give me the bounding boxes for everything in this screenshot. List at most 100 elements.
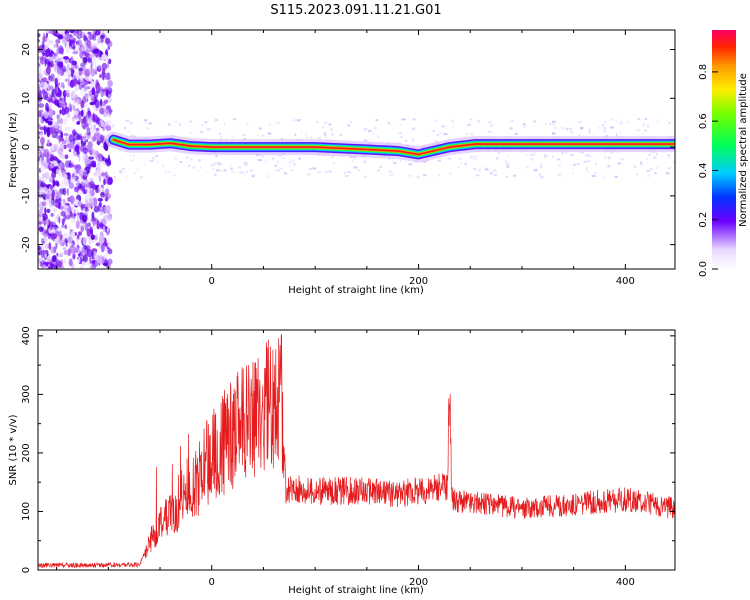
noise-speckle (668, 156, 670, 159)
noise-speckle (100, 98, 103, 107)
noise-speckle (615, 133, 618, 136)
noise-speckle (58, 253, 64, 258)
ridge-core (112, 138, 675, 156)
noise-speckle (143, 119, 148, 122)
noise-speckle (70, 56, 74, 62)
noise-speckle (368, 129, 372, 132)
noise-speckle (239, 171, 244, 174)
noise-speckle (272, 157, 275, 160)
noise-speckle (412, 118, 416, 121)
noise-speckle (148, 122, 153, 125)
noise-speckle (66, 188, 70, 196)
noise-speckle (389, 173, 394, 176)
noise-speckle (92, 184, 95, 191)
y-tick-label: 100 (21, 502, 32, 521)
noise-speckle (275, 169, 280, 172)
noise-speckle (60, 200, 64, 205)
noise-speckle (473, 155, 478, 158)
noise-speckle (588, 128, 591, 131)
noise-speckle (73, 247, 80, 254)
noise-speckle (585, 167, 588, 170)
noise-speckle (217, 162, 221, 165)
noise-speckle (656, 119, 658, 122)
noise-speckle (69, 196, 74, 201)
noise-speckle (54, 52, 58, 57)
noise-speckle (533, 154, 536, 157)
noise-speckle (38, 167, 42, 173)
noise-speckle (586, 170, 590, 173)
noise-speckle (89, 177, 94, 183)
noise-speckle (69, 30, 75, 34)
noise-speckle (72, 50, 79, 55)
noise-speckle (388, 122, 390, 125)
noise-speckle (38, 123, 41, 128)
noise-speckle (249, 169, 253, 172)
noise-speckle (539, 163, 543, 166)
spectrogram-ticks: 0 200 400 20 10 0 -10 -20 (21, 30, 675, 287)
noise-speckle (192, 167, 197, 170)
noise-speckle (83, 169, 87, 177)
noise-speckle (331, 155, 334, 158)
noise-speckle (614, 175, 618, 178)
noise-speckle (43, 126, 47, 136)
noise-speckle (43, 148, 50, 158)
noise-speckle (437, 159, 441, 162)
noise-speckle (54, 59, 59, 64)
noise-speckle (77, 78, 81, 85)
noise-speckle (50, 212, 54, 217)
noise-speckle (86, 86, 91, 90)
noise-speckle (61, 224, 66, 229)
noise-speckle (556, 158, 560, 161)
noise-speckle (84, 184, 89, 188)
noise-speckle (91, 57, 97, 66)
noise-speckle (251, 174, 253, 177)
noise-speckle (81, 87, 84, 92)
noise-speckle (98, 121, 102, 128)
noise-speckle (87, 148, 91, 153)
noise-speckle (204, 121, 208, 124)
noise-speckle (55, 39, 61, 44)
noise-speckle (310, 136, 312, 139)
noise-speckle (393, 162, 398, 165)
noise-speckle (57, 89, 63, 98)
y-tick-label: 20 (21, 43, 32, 56)
noise-speckle (190, 158, 193, 161)
noise-speckle (56, 259, 62, 268)
noise-speckle (220, 136, 223, 139)
noise-speckle (38, 209, 43, 217)
noise-speckle (122, 167, 126, 170)
noise-speckle (78, 67, 84, 72)
noise-speckle (552, 132, 555, 135)
noise-speckle (268, 135, 271, 138)
noise-speckle (78, 113, 81, 122)
noise-speckle (375, 119, 378, 122)
noise-speckle (51, 233, 58, 240)
noise-speckle (49, 85, 54, 90)
noise-speckle (544, 155, 548, 158)
colorbar-tick-label: 0.4 (698, 162, 709, 178)
x-tick-label: 200 (409, 577, 428, 588)
noise-speckle (65, 135, 68, 142)
noise-speckle (59, 184, 64, 189)
noise-speckle (94, 99, 100, 109)
noise-speckle (539, 176, 544, 179)
noise-speckle (62, 90, 67, 98)
colorbar-label: Normalized spectral amplitude (738, 73, 749, 227)
noise-speckle (89, 256, 92, 264)
noise-speckle (88, 236, 92, 246)
noise-speckle (78, 168, 84, 178)
noise-speckle (48, 199, 54, 208)
noise-speckle (59, 138, 64, 142)
noise-speckle (607, 165, 611, 168)
noise-speckle (42, 52, 45, 56)
noise-speckle (317, 171, 321, 174)
noise-speckle (436, 134, 440, 137)
noise-speckle (46, 208, 51, 214)
noise-speckle (655, 153, 658, 156)
noise-speckle (448, 172, 453, 175)
spectrogram-ridge (105, 131, 675, 163)
noise-speckle (107, 225, 110, 228)
noise-speckle (79, 50, 83, 59)
noise-speckle (80, 62, 86, 68)
noise-speckle (82, 254, 88, 263)
